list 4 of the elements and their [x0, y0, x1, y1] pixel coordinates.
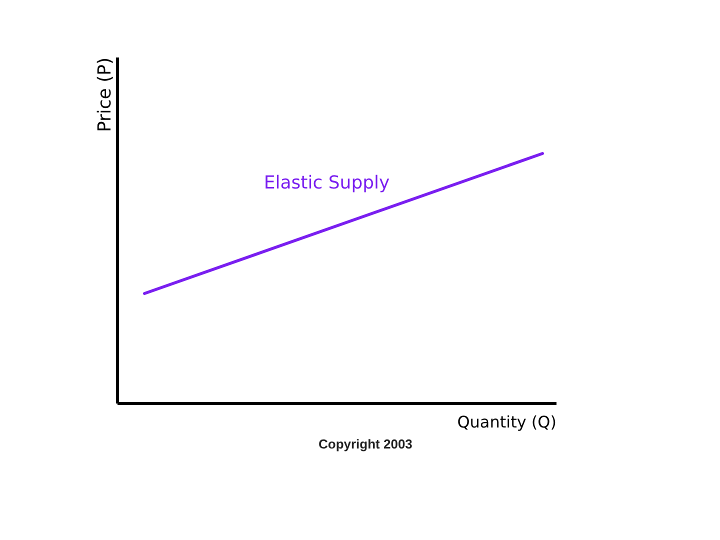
series-label: Elastic Supply — [264, 172, 390, 194]
text: Copyright 2003 — [318, 436, 412, 452]
y-axis-title: Price (P) — [94, 58, 116, 132]
x-axis-title: Quantity (Q) — [457, 412, 557, 432]
